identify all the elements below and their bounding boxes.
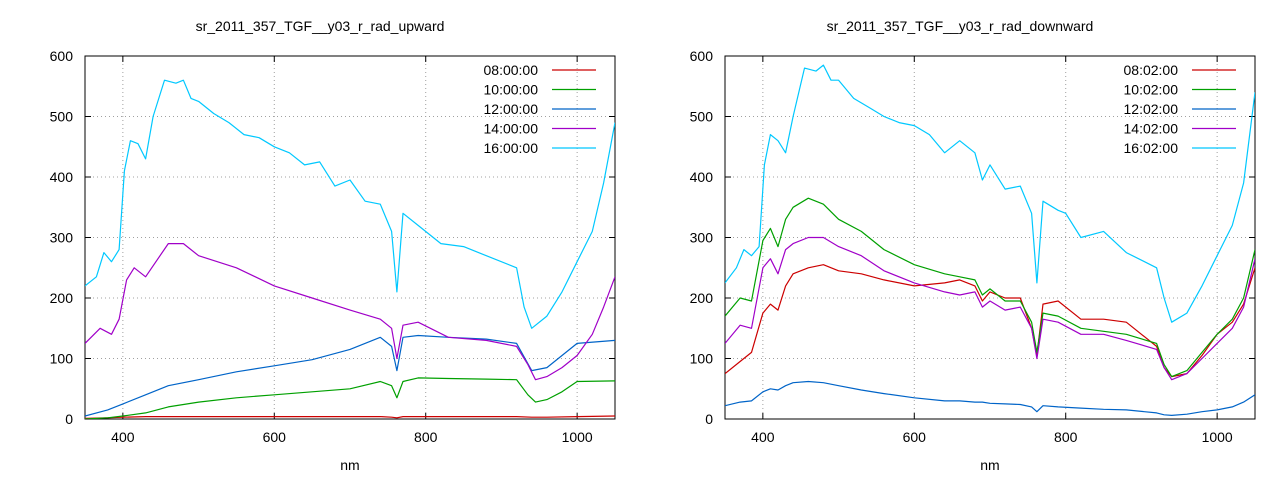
x-axis-label: nm xyxy=(340,457,359,473)
series-line-14-02-00 xyxy=(725,236,1255,381)
y-tick-label: 200 xyxy=(690,290,714,306)
y-tick-label: 600 xyxy=(50,48,74,64)
x-tick-label: 600 xyxy=(263,429,287,445)
x-tick-label: 1000 xyxy=(562,429,593,445)
chart-upward: sr_2011_357_TGF__y03_r_rad_upward 400 600 8… xyxy=(50,18,616,473)
legend-label: 16:02:00 xyxy=(1124,140,1179,156)
legend-label: 10:02:00 xyxy=(1124,82,1179,98)
series-line-08-00-00 xyxy=(85,415,615,419)
x-axis-label: nm xyxy=(980,457,999,473)
y-tick-label: 200 xyxy=(50,290,74,306)
series-line-08-02-00 xyxy=(725,264,1255,378)
legend-label: 16:00:00 xyxy=(484,140,539,156)
y-tick-label: 500 xyxy=(50,109,74,125)
series-line-14-00-00 xyxy=(85,243,615,381)
legend-label: 10:00:00 xyxy=(484,82,539,98)
x-tick-label: 400 xyxy=(111,429,135,445)
x-tick-label: 1000 xyxy=(1202,429,1233,445)
legend-label: 08:00:00 xyxy=(484,62,539,78)
chart-svg-upward: sr_2011_357_TGF__y03_r_rad_upward 400 600 8… xyxy=(50,18,616,473)
y-tick-label: 600 xyxy=(690,48,714,64)
legend-label: 14:00:00 xyxy=(484,121,539,137)
y-tick-label: 0 xyxy=(65,411,73,427)
chart-title: sr_2011_357_TGF__y03_r_rad_downward xyxy=(827,18,1094,34)
x-tick-label: 400 xyxy=(751,429,775,445)
series-group xyxy=(85,79,615,419)
y-tick-label: 500 xyxy=(690,109,714,125)
series-line-10-00-00 xyxy=(85,377,615,419)
chart-title: sr_2011_357_TGF__y03_r_rad_upward xyxy=(196,18,445,34)
series-group xyxy=(725,64,1255,416)
y-tick-label: 100 xyxy=(50,351,74,367)
series-line-12-00-00 xyxy=(85,334,615,417)
y-tick-label: 100 xyxy=(690,351,714,367)
legend-label: 08:02:00 xyxy=(1124,62,1179,78)
legend-label: 14:02:00 xyxy=(1124,121,1179,137)
legend-label: 12:00:00 xyxy=(484,101,539,117)
series-line-16-02-00 xyxy=(725,64,1255,323)
y-tick-label: 300 xyxy=(690,230,714,246)
series-line-10-02-00 xyxy=(725,197,1255,378)
chart-downward: sr_2011_357_TGF__y03_r_rad_downward 400 60… xyxy=(640,0,1280,480)
series-line-16-00-00 xyxy=(85,79,615,329)
legend-label: 12:02:00 xyxy=(1124,101,1179,117)
grid-lines xyxy=(85,56,615,419)
y-tick-label: 300 xyxy=(50,230,74,246)
series-line-12-02-00 xyxy=(725,380,1255,416)
y-tick-label: 400 xyxy=(50,169,74,185)
x-tick-label: 800 xyxy=(414,429,438,445)
y-tick-label: 400 xyxy=(690,169,714,185)
y-tick-label: 0 xyxy=(705,411,713,427)
chart-svg-downward: sr_2011_357_TGF__y03_r_rad_downward 400 60… xyxy=(690,18,1256,473)
x-tick-label: 600 xyxy=(903,429,927,445)
x-tick-label: 800 xyxy=(1054,429,1078,445)
